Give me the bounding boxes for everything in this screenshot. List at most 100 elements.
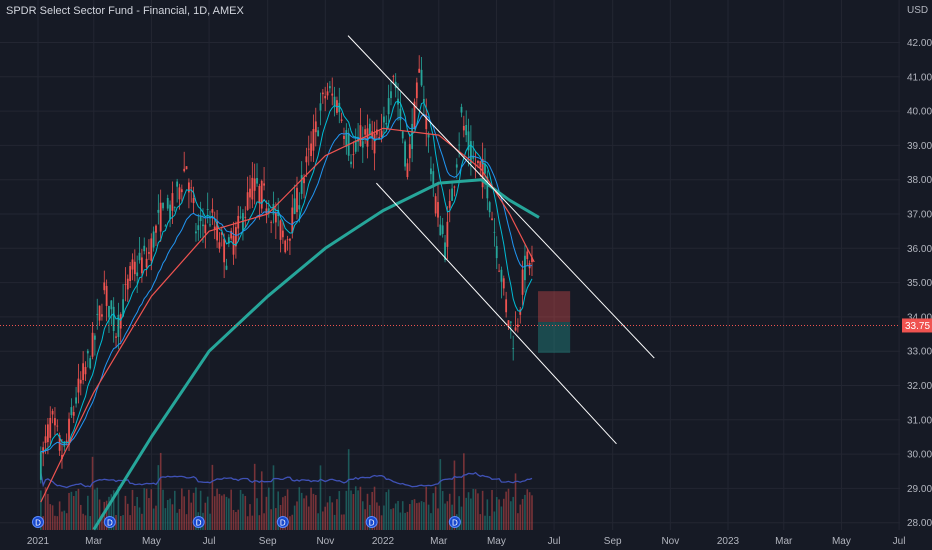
candle-body [373,133,376,154]
volume-bar [296,501,298,530]
volume-bar [152,508,155,530]
volume-bar [171,504,174,530]
volume-bar [359,486,362,530]
x-tick-label: Nov [661,536,679,547]
volume-bar [265,496,268,530]
volume-bar [430,513,432,530]
volume-bar [230,489,232,530]
volume-bar [166,499,169,530]
volume-bar [411,500,413,530]
volume-bar [108,496,110,530]
volume-bar [181,488,183,530]
x-tick-label: Jul [893,536,906,547]
volume-bar [284,495,287,530]
candle-body [488,202,491,213]
volume-bar [486,499,489,530]
candle-body [338,102,341,113]
volume-bar [220,495,223,530]
volume-bar [354,486,357,530]
candle-body [446,221,449,247]
x-tick-label: Sep [604,536,622,547]
volume-bar [143,488,146,530]
candle-body [526,251,529,260]
volume-bar [270,509,272,530]
candle-body [300,175,303,194]
candle-body [364,129,367,135]
volume-bar [373,486,376,530]
candle-body [138,252,141,261]
volume-bar [347,449,350,530]
candle-body [467,131,470,151]
candle-body [169,204,171,220]
candle-body [84,366,87,375]
volume-bar [289,516,291,530]
volume-bar [115,515,117,530]
volume-bar [190,502,193,530]
candle-body [173,207,176,209]
volume-bar [91,456,94,530]
candle-body [444,242,446,260]
candle-body [96,313,99,315]
candle-body [486,176,489,199]
volume-bar [61,511,63,530]
y-tick-label: 36.00 [907,244,932,255]
candle-body [493,231,496,233]
dividend-marker-label: D [369,519,375,528]
candle-body [56,425,59,427]
candle-body [77,378,80,393]
candle-body [218,242,221,249]
y-tick-label: 32.00 [907,381,932,392]
candle-body [411,123,414,149]
candle-body [253,178,256,191]
volume-bar [209,513,211,530]
volume-bar [465,497,467,530]
candle-body [265,208,268,214]
volume-bar [58,501,61,530]
volume-bar [439,459,442,530]
volume-bar [136,496,138,530]
y-tick-label: 33.00 [907,347,932,358]
candle-body [441,225,444,234]
candle-body [321,92,324,95]
volume-bar [404,512,406,530]
volume-bar [519,504,522,530]
volume-bar [298,487,301,530]
candle-body [145,258,148,268]
volume-bar [105,500,108,530]
volume-bar [47,493,49,530]
volume-bar [441,491,444,530]
dividend-marker-label: D [35,519,41,528]
candle-body [216,221,218,241]
volume-bar [434,486,437,530]
candle-body [75,397,77,404]
candle-body [451,188,453,201]
volume-bar [324,506,326,530]
candle-body [178,187,181,200]
candle-body [162,202,164,209]
candle-body [439,224,442,236]
volume-bar [77,488,80,530]
candle-body [143,245,146,252]
candle-body [86,350,89,354]
candle-body [225,265,228,270]
volume-bar [514,473,517,530]
volume-bar [397,500,399,530]
candle-body [425,114,428,130]
candle-body [521,269,524,295]
candle-body [166,198,169,209]
candle-body [54,418,56,426]
candle-body [232,235,235,255]
candle-body [289,238,291,241]
volume-bar [267,487,270,530]
y-tick-label: 39.00 [907,141,932,152]
volume-bar [338,491,341,530]
volume-bar [526,489,529,530]
x-tick-label: May [832,536,851,547]
candle-body [375,129,378,135]
volume-bar [119,515,122,530]
volume-bar [242,493,244,530]
candle-body [484,163,486,174]
candle-body [432,171,435,188]
candle-body [305,156,308,163]
